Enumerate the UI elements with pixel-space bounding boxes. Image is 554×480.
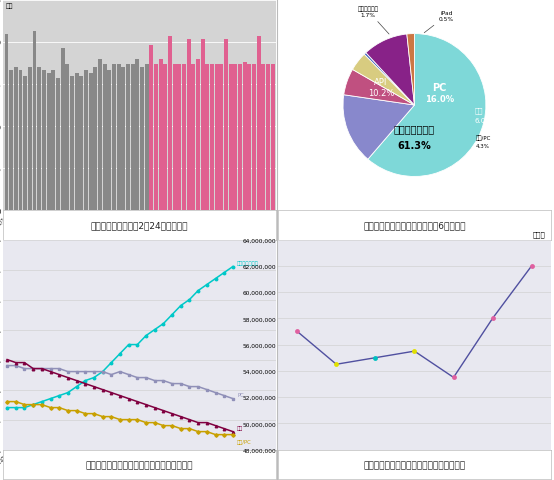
Bar (51, 71, 55, 211)
Bar (247, 65, 251, 211)
Bar (257, 37, 260, 211)
Text: 万件: 万件 (6, 3, 13, 9)
Bar (224, 40, 228, 211)
Wedge shape (407, 35, 414, 106)
Bar (126, 65, 130, 211)
Bar (140, 68, 144, 211)
Bar (135, 60, 139, 211)
Bar (56, 79, 60, 211)
Text: iPad
0.5%: iPad 0.5% (424, 11, 454, 34)
Text: 携帯/PC: 携帯/PC (237, 439, 252, 444)
Text: 61.3%: 61.3% (398, 141, 432, 151)
Bar (131, 65, 135, 211)
Bar (112, 65, 116, 211)
Bar (252, 65, 256, 211)
Text: API: API (374, 78, 388, 87)
Wedge shape (344, 70, 414, 106)
Wedge shape (352, 55, 414, 106)
Bar (65, 65, 69, 211)
Bar (191, 65, 195, 211)
Bar (243, 62, 247, 211)
Bar (121, 68, 125, 211)
Bar (9, 71, 13, 211)
Bar (201, 40, 204, 211)
Bar (14, 68, 18, 211)
Bar (84, 71, 88, 211)
Text: 連携サービス
1.7%: 連携サービス 1.7% (358, 6, 389, 35)
Bar (107, 71, 111, 211)
Bar (102, 65, 106, 211)
Wedge shape (366, 35, 414, 106)
Text: PC: PC (433, 83, 447, 92)
Text: ツイート件数推移＜2月24日が最多＞: ツイート件数推移＜2月24日が最多＞ (91, 221, 188, 230)
Bar (89, 73, 93, 211)
Bar (210, 65, 214, 211)
Bar (238, 65, 242, 211)
Bar (42, 71, 46, 211)
Text: 携帯/PC: 携帯/PC (476, 135, 491, 141)
Bar (196, 60, 200, 211)
Wedge shape (365, 54, 414, 106)
Wedge shape (368, 35, 486, 177)
Bar (205, 65, 209, 211)
Wedge shape (343, 96, 414, 160)
Bar (233, 65, 237, 211)
Text: PC: PC (237, 392, 244, 397)
Bar (33, 32, 37, 211)
Text: 携帯: 携帯 (237, 425, 244, 430)
Bar (4, 35, 8, 211)
Text: 6.0%: 6.0% (475, 118, 493, 124)
Bar (172, 65, 177, 211)
Text: 16.0%: 16.0% (425, 95, 454, 104)
Bar (116, 65, 121, 211)
Bar (93, 68, 97, 211)
Bar (177, 65, 181, 211)
Bar (70, 76, 74, 211)
Bar (163, 65, 167, 211)
Bar (168, 37, 172, 211)
Text: 曜日別書込み数（平均）　＜日曜が最多＞: 曜日別書込み数（平均） ＜日曜が最多＞ (363, 460, 465, 469)
Text: スマートフォン: スマートフォン (237, 261, 259, 265)
Text: 携帯: 携帯 (475, 108, 484, 114)
Bar (149, 46, 153, 211)
Bar (154, 65, 158, 211)
Text: 投稿元比率＜スマートフォンが6割超え＞: 投稿元比率＜スマートフォンが6割超え＞ (363, 221, 466, 230)
Bar (37, 68, 41, 211)
Bar (47, 73, 50, 211)
Bar (219, 65, 223, 211)
Bar (182, 65, 186, 211)
Bar (214, 65, 218, 211)
Bar (266, 65, 270, 211)
Bar (23, 76, 27, 211)
Bar (79, 76, 83, 211)
Bar (270, 65, 275, 211)
Bar (229, 65, 233, 211)
Bar (18, 71, 23, 211)
Text: スマートフォン: スマートフォン (394, 124, 435, 134)
Bar (158, 60, 162, 211)
Bar (261, 65, 265, 211)
Bar (60, 48, 64, 211)
Text: 10.2%: 10.2% (368, 89, 394, 98)
Text: 投稿元比率推移　＜スマートフォンが急増＞: 投稿元比率推移 ＜スマートフォンが急増＞ (86, 460, 193, 469)
Bar (145, 65, 148, 211)
Text: 平均値: 平均値 (533, 231, 546, 238)
Bar (28, 68, 32, 211)
Bar (98, 60, 102, 211)
Bar (187, 40, 191, 211)
Bar (75, 73, 79, 211)
Text: 4.3%: 4.3% (476, 144, 490, 148)
